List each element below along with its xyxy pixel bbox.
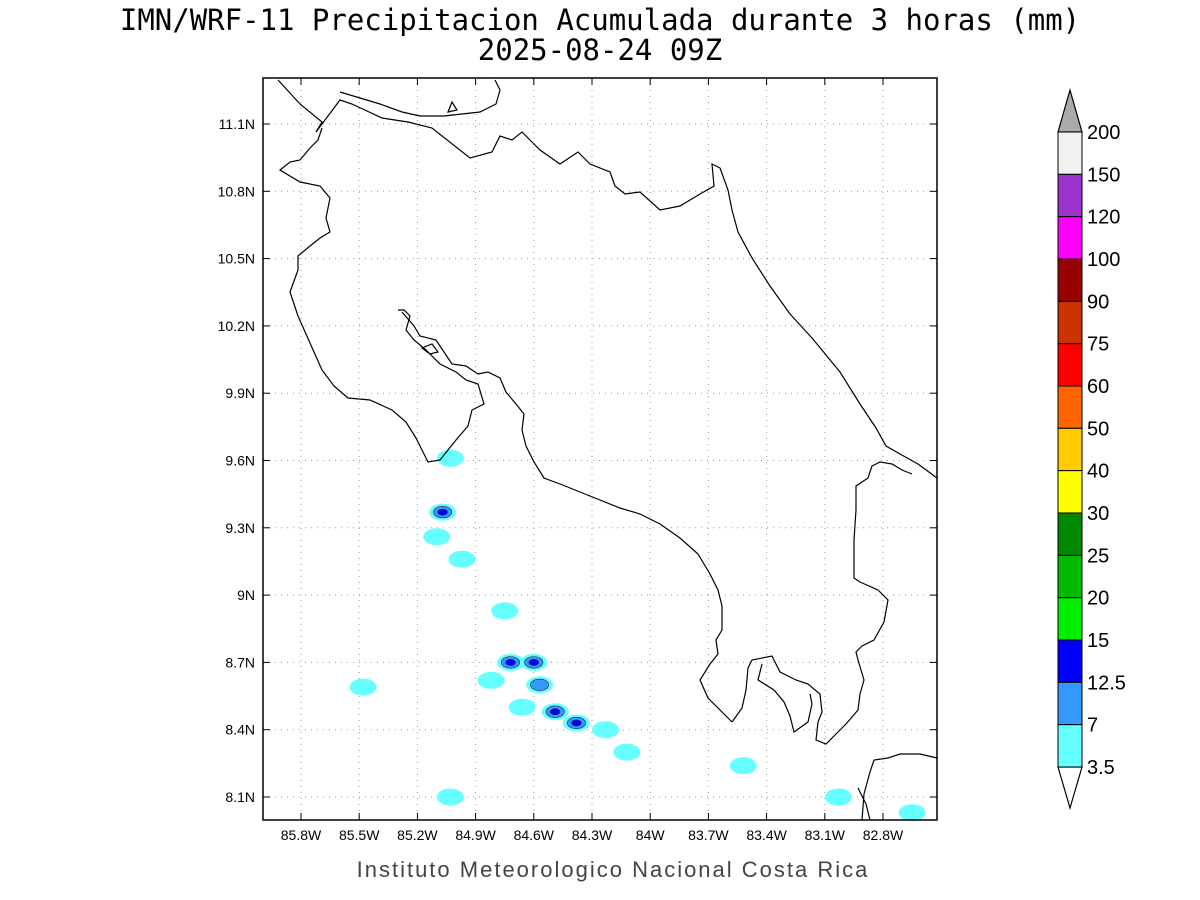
lon-label: 85.8W bbox=[281, 827, 322, 843]
panama-border bbox=[857, 787, 871, 821]
burica-coast bbox=[861, 753, 938, 821]
colorbar-label: 30 bbox=[1087, 503, 1109, 525]
precip-cell bbox=[824, 788, 852, 806]
lat-label: 11.1N bbox=[219, 116, 255, 132]
colorbar-label: 75 bbox=[1087, 334, 1109, 356]
longitude-labels: 85.8W 85.5W 85.2W 84.9W 84.6W 84.3W 84W 83.7W 83… bbox=[281, 827, 904, 843]
precip-cell bbox=[571, 719, 582, 727]
colorbar-bottom-arrow bbox=[1057, 766, 1083, 811]
colorbar-label: 20 bbox=[1087, 588, 1109, 610]
colorbar-label: 50 bbox=[1087, 418, 1109, 440]
lat-label: 9N bbox=[237, 587, 255, 603]
lon-label: 83.1W bbox=[805, 827, 846, 843]
colorbar-labels: 200 150 120 100 90 75 60 50 40 30 25 20 15 12.5 7 3.5 bbox=[1087, 122, 1126, 779]
lon-label: 83.4W bbox=[746, 827, 787, 843]
colorbar-segment bbox=[1057, 216, 1083, 260]
lon-label: 84.3W bbox=[572, 827, 613, 843]
osa-peninsula bbox=[731, 461, 913, 745]
colorbar-top-arrow bbox=[1057, 87, 1083, 133]
precip-cell bbox=[898, 804, 926, 822]
colorbar-label: 7 bbox=[1087, 715, 1098, 737]
nicoya-gulf-island bbox=[420, 343, 440, 355]
colorbar-label: 12.5 bbox=[1087, 672, 1126, 694]
precip-cell bbox=[423, 528, 451, 546]
colorbar-label: 40 bbox=[1087, 461, 1109, 483]
precip-cell bbox=[549, 708, 561, 716]
precip-cell bbox=[349, 678, 377, 696]
guanacaste-coast bbox=[278, 127, 485, 463]
map-frame bbox=[262, 77, 938, 821]
colorbar-segment bbox=[1057, 724, 1083, 768]
nicoya-gulf-east bbox=[401, 311, 733, 723]
colorbar-segment bbox=[1057, 512, 1083, 556]
colorbar-segment bbox=[1057, 343, 1083, 387]
lat-label: 10.8N bbox=[218, 183, 255, 199]
colorbar-segment bbox=[1057, 131, 1083, 175]
map-background bbox=[263, 78, 937, 820]
lake-nicaragua-island bbox=[447, 100, 458, 113]
colorbar-label: 120 bbox=[1087, 207, 1120, 229]
nicaragua-inlet bbox=[339, 79, 501, 117]
lat-label: 10.5N bbox=[218, 251, 255, 267]
precip-cell bbox=[528, 659, 539, 666]
lat-label: 9.6N bbox=[225, 453, 255, 469]
precip-cell bbox=[491, 602, 519, 620]
lon-label: 85.5W bbox=[339, 827, 380, 843]
nicaragua-north-coast bbox=[277, 79, 938, 479]
credit-text: Instituto Meteorologico Nacional Costa R… bbox=[357, 857, 870, 882]
precip-cell bbox=[505, 659, 516, 666]
precip-cell bbox=[477, 671, 505, 689]
colorbar-label: 150 bbox=[1087, 164, 1120, 186]
colorbar-segment bbox=[1057, 385, 1083, 429]
map-subtitle: 2025-08-24 09Z bbox=[478, 33, 722, 67]
precip-cell bbox=[508, 698, 536, 716]
lat-label: 9.3N bbox=[225, 520, 255, 536]
colorbar-label: 90 bbox=[1087, 291, 1109, 313]
latitude-labels: 11.1N 10.8N 10.5N 10.2N 9.9N 9.6N 9.3N 9N 8.7N 8.… bbox=[218, 116, 255, 805]
precip-cell bbox=[448, 550, 476, 568]
precip-cell bbox=[436, 449, 464, 467]
lon-label: 84W bbox=[636, 827, 666, 843]
colorbar-label: 60 bbox=[1087, 376, 1109, 398]
colorbar-segment bbox=[1057, 681, 1083, 726]
lon-label: 84.9W bbox=[455, 827, 496, 843]
precip-cell bbox=[729, 757, 757, 775]
colorbar-segments bbox=[1057, 131, 1083, 768]
colorbar: 200 150 120 100 90 75 60 50 40 30 25 20 15 12.5 7 3.5 bbox=[1057, 87, 1126, 811]
precipitation-layer bbox=[349, 449, 926, 822]
coastline-layer bbox=[277, 79, 938, 821]
colorbar-segment bbox=[1057, 639, 1083, 683]
colorbar-segment bbox=[1057, 597, 1083, 641]
lon-label: 83.7W bbox=[688, 827, 729, 843]
lon-label: 85.2W bbox=[397, 827, 438, 843]
colorbar-segment bbox=[1057, 470, 1083, 514]
colorbar-segment bbox=[1057, 300, 1083, 345]
colorbar-segment bbox=[1057, 554, 1083, 599]
colorbar-label: 3.5 bbox=[1087, 757, 1115, 779]
lat-label: 8.1N bbox=[225, 789, 255, 805]
precip-cell bbox=[437, 508, 448, 516]
lat-label: 8.7N bbox=[225, 654, 255, 670]
colorbar-segment bbox=[1057, 427, 1083, 472]
precip-cell bbox=[530, 678, 550, 691]
precip-cell bbox=[592, 721, 620, 739]
precip-cell bbox=[436, 788, 464, 806]
map-title: IMN/WRF-11 Precipitacion Acumulada duran… bbox=[120, 3, 1080, 37]
lon-label: 84.6W bbox=[514, 827, 555, 843]
lat-label: 9.9N bbox=[225, 385, 255, 401]
colorbar-label: 25 bbox=[1087, 545, 1109, 567]
colorbar-label: 200 bbox=[1087, 122, 1120, 144]
colorbar-segment bbox=[1057, 173, 1083, 218]
golfo-dulce bbox=[757, 663, 813, 734]
axis-ticks bbox=[263, 78, 937, 820]
lon-label: 82.8W bbox=[863, 827, 904, 843]
colorbar-label: 100 bbox=[1087, 249, 1120, 271]
colorbar-segment bbox=[1057, 258, 1083, 302]
precip-cell bbox=[613, 743, 641, 761]
colorbar-label: 15 bbox=[1087, 630, 1109, 652]
lat-label: 10.2N bbox=[218, 318, 255, 334]
lat-label: 8.4N bbox=[225, 722, 255, 738]
